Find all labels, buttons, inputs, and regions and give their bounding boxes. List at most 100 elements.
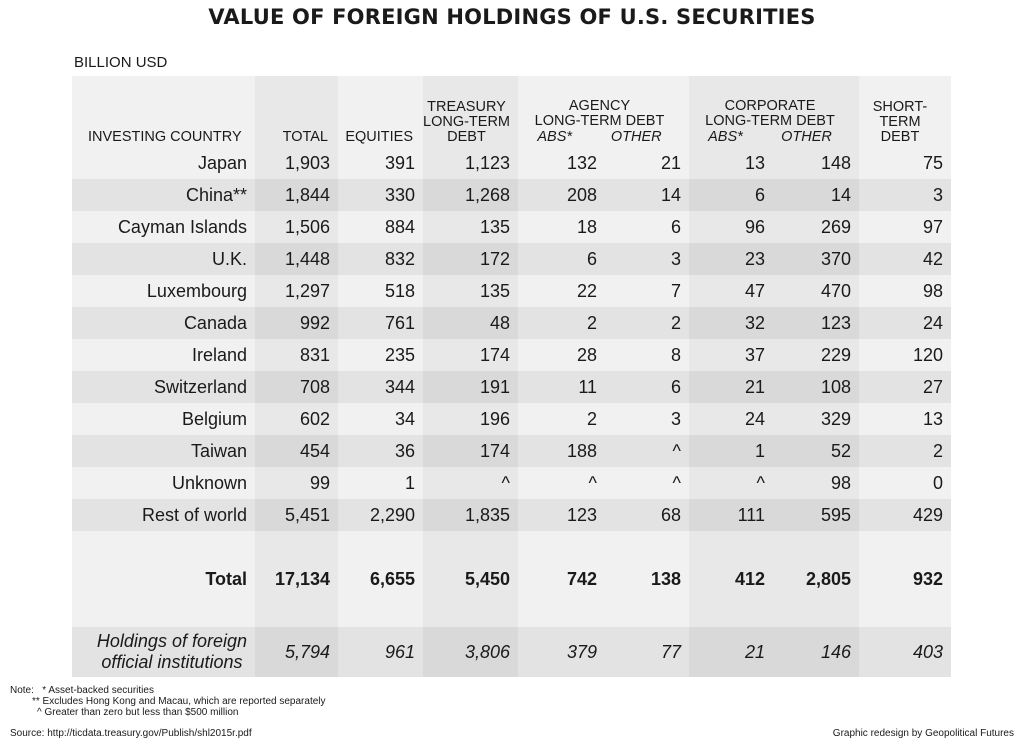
row-country: Canada [72, 307, 255, 339]
table-row: Belgium 602 34 196 2 3 24 329 13 [72, 403, 951, 435]
header-total: TOTAL [255, 76, 338, 147]
row-short: 24 [859, 307, 951, 339]
row-country: Taiwan [72, 435, 255, 467]
official-agency-abs: 379 [518, 627, 605, 677]
row-agency-other: 21 [605, 147, 689, 179]
row-total: 831 [255, 339, 338, 371]
row-short: 0 [859, 467, 951, 499]
row-agency-other: ^ [605, 467, 689, 499]
table-row: Luxembourg 1,297 518 135 22 7 47 470 98 [72, 275, 951, 307]
table-row: Unknown 99 1 ^ ^ ^ ^ 98 0 [72, 467, 951, 499]
row-corp-other: 269 [773, 211, 859, 243]
row-agency-other: ^ [605, 435, 689, 467]
row-agency-other: 6 [605, 371, 689, 403]
row-country: Japan [72, 147, 255, 179]
row-treasury: 196 [423, 403, 518, 435]
row-agency-abs: 22 [518, 275, 605, 307]
row-corp-abs: 37 [689, 339, 773, 371]
row-corp-other: 595 [773, 499, 859, 531]
row-agency-abs: 18 [518, 211, 605, 243]
row-agency-abs: 28 [518, 339, 605, 371]
row-country: Cayman Islands [72, 211, 255, 243]
row-corp-other: 98 [773, 467, 859, 499]
row-total: 454 [255, 435, 338, 467]
row-treasury: 1,123 [423, 147, 518, 179]
row-total: 602 [255, 403, 338, 435]
table-row: Japan 1,903 391 1,123 132 21 13 148 75 [72, 147, 951, 179]
row-corp-abs: 23 [689, 243, 773, 275]
row-agency-other: 14 [605, 179, 689, 211]
row-corp-other: 14 [773, 179, 859, 211]
total-agency-other: 138 [605, 531, 689, 627]
row-country: U.K. [72, 243, 255, 275]
header-treasury: TREASURY LONG-TERM DEBT [423, 76, 518, 147]
row-total: 992 [255, 307, 338, 339]
row-short: 3 [859, 179, 951, 211]
note-caret: ^ Greater than zero but less than $500 m… [37, 707, 239, 718]
row-treasury: 174 [423, 339, 518, 371]
row-short: 2 [859, 435, 951, 467]
row-equities: 36 [338, 435, 423, 467]
row-treasury: 1,835 [423, 499, 518, 531]
table-row: Taiwan 454 36 174 188 ^ 1 52 2 [72, 435, 951, 467]
row-equities: 761 [338, 307, 423, 339]
row-agency-abs: 6 [518, 243, 605, 275]
holdings-table: INVESTING COUNTRY TOTAL EQUITIES TREASUR… [72, 76, 951, 677]
row-corp-abs: 6 [689, 179, 773, 211]
row-corp-abs: 47 [689, 275, 773, 307]
row-equities: 235 [338, 339, 423, 371]
official-corp-abs: 21 [689, 627, 773, 677]
table-row: Cayman Islands 1,506 884 135 18 6 96 269 97 [72, 211, 951, 243]
note-china: ** Excludes Hong Kong and Macau, which a… [32, 696, 326, 707]
row-agency-other: 68 [605, 499, 689, 531]
row-country: Rest of world [72, 499, 255, 531]
table-row: China** 1,844 330 1,268 208 14 6 14 3 [72, 179, 951, 211]
header-agency-other: OTHER [610, 129, 662, 145]
row-agency-other: 3 [605, 403, 689, 435]
row-agency-abs: 188 [518, 435, 605, 467]
source-text: Source: http://ticdata.treasury.gov/Publ… [10, 728, 252, 739]
row-corp-abs: 32 [689, 307, 773, 339]
official-corp-other: 146 [773, 627, 859, 677]
row-corp-abs: 111 [689, 499, 773, 531]
row-agency-abs: 123 [518, 499, 605, 531]
row-corp-other: 148 [773, 147, 859, 179]
page-title: VALUE OF FOREIGN HOLDINGS OF U.S. SECURI… [208, 5, 816, 29]
row-treasury: 135 [423, 275, 518, 307]
row-treasury: 48 [423, 307, 518, 339]
table-row: Ireland 831 235 174 28 8 37 229 120 [72, 339, 951, 371]
row-corp-abs: 24 [689, 403, 773, 435]
row-agency-abs: 2 [518, 307, 605, 339]
table-row: Rest of world 5,451 2,290 1,835 123 68 111 595 4… [72, 499, 951, 531]
official-total: 5,794 [255, 627, 338, 677]
row-corp-abs: 21 [689, 371, 773, 403]
row-treasury: 1,268 [423, 179, 518, 211]
row-total: 1,903 [255, 147, 338, 179]
row-corp-other: 370 [773, 243, 859, 275]
row-country: Switzerland [72, 371, 255, 403]
row-corp-other: 108 [773, 371, 859, 403]
note-abs: * Asset-backed securities [42, 685, 154, 696]
note-label: Note: [10, 685, 34, 696]
table-row: Switzerland 708 344 191 11 6 21 108 27 [72, 371, 951, 403]
total-row: Total 17,134 6,655 5,450 742 138 412 2,8… [72, 531, 951, 627]
row-agency-abs: 2 [518, 403, 605, 435]
row-treasury: ^ [423, 467, 518, 499]
total-corp-abs: 412 [689, 531, 773, 627]
row-equities: 330 [338, 179, 423, 211]
row-agency-other: 7 [605, 275, 689, 307]
row-equities: 832 [338, 243, 423, 275]
row-corp-abs: 96 [689, 211, 773, 243]
row-corp-other: 229 [773, 339, 859, 371]
unit-label: BILLION USD [74, 54, 168, 71]
header-agency: AGENCY LONG-TERM DEBT ABS* OTHER [518, 76, 689, 147]
total-agency-abs: 742 [518, 531, 605, 627]
footnotes: Note: * Asset-backed securities ** Exclu… [10, 685, 326, 718]
row-total: 1,297 [255, 275, 338, 307]
row-corp-abs: 1 [689, 435, 773, 467]
row-equities: 2,290 [338, 499, 423, 531]
row-total: 5,451 [255, 499, 338, 531]
header-short-term: SHORT- TERM DEBT [859, 76, 951, 147]
header-equities: EQUITIES [338, 76, 423, 147]
row-short: 27 [859, 371, 951, 403]
